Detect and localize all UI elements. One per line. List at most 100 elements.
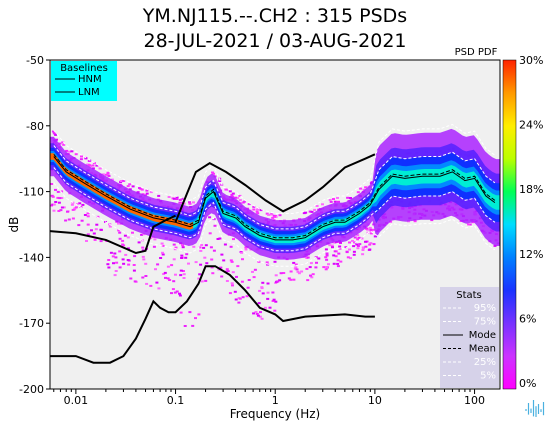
pdf-cell [121,239,125,242]
pdf-cell [344,246,348,249]
pdf-cell [62,143,66,146]
pdf-cell [181,270,185,272]
pdf-cell [65,149,69,152]
pdf-cell [62,206,66,209]
pdf-cell [359,187,363,190]
pdf-cell [74,206,78,209]
pdf-cell [314,266,318,269]
pdf-cell [124,253,128,256]
pdf-cell [91,167,95,170]
pdf-cell [180,197,184,200]
pdf-cell [252,312,256,315]
pdf-cell [51,195,55,198]
colorbar-tick-label: 30% [519,54,543,67]
pdf-cell [145,189,149,192]
pdf-cell [95,223,99,226]
pdf-cell [144,262,148,265]
pdf-cell [279,272,283,275]
pdf-cell [118,266,122,269]
colorbar-tick-label: 12% [519,248,543,261]
pdf-cell [230,195,234,198]
y-tick-label: -200 [19,383,44,396]
pdf-cell [211,272,215,275]
pdf-cell [57,210,61,212]
series-hnm-line [174,153,376,223]
pdf-cell [131,185,135,188]
pdf-cell [86,212,90,215]
pdf-cell [338,248,342,250]
pdf-cell [225,268,229,271]
pdf-cell [366,228,370,231]
series-lnm-line [50,265,375,364]
pdf-cell [153,238,157,241]
pdf-cell [188,202,192,205]
pdf-cell [93,238,97,241]
pdf-cell [325,254,329,257]
pdf-cell [57,201,61,204]
pdf-cell [332,262,336,265]
x-tick-label: 0.01 [64,394,89,407]
pdf-cell [52,203,56,206]
pdf-cell [352,245,356,248]
pdf-cell [364,227,368,230]
y-tick-label: -110 [19,186,44,199]
pdf-cell [233,196,237,199]
pdf-cell [145,192,149,195]
pdf-cell [141,193,145,196]
pdf-cell [81,203,85,206]
pdf-cell [295,268,299,271]
pdf-cell [430,219,434,222]
pdf-cell [208,216,212,219]
x-tick-label: 100 [464,394,485,407]
pdf-cell [305,267,309,270]
pdf-cell [192,245,196,248]
pdf-cell [268,306,272,309]
pdf-cell [127,263,131,266]
pdf-cell [84,157,88,160]
pdf-cell [266,297,270,300]
pdf-cell [199,263,203,266]
pdf-cell [60,190,64,193]
pdf-cell [194,317,197,320]
pdf-cell [185,253,189,256]
pdf-cell [336,265,340,268]
pdf-cell [353,236,357,239]
pdf-cell [162,273,166,275]
stat-75-line [53,145,496,230]
pdf-cell [106,171,110,174]
pdf-cell [55,138,58,141]
pdf-cell [129,277,133,280]
colorbar-tick-label: 0% [519,377,536,390]
pdf-cell [85,240,88,242]
pdf-cell [126,185,130,188]
stats-legend-title: Stats [456,290,482,301]
pdf-cell [364,245,368,248]
pdf-cell [292,278,296,281]
pdf-cell [331,246,334,249]
pdf-cell [315,261,318,264]
pdf-cell [187,262,190,265]
pdf-cell [91,164,95,167]
pdf-cell [66,210,69,213]
pdf-cell [87,164,91,167]
pdf-cell [274,215,278,218]
colorbar-tick-label: 6% [519,312,536,325]
pdf-cell [339,260,343,263]
pdf-cell [180,254,184,257]
pdf-cell [210,266,214,269]
pdf-cell [95,164,99,167]
pdf-cell [140,233,144,236]
pdf-cell [236,196,240,199]
baselines-legend-box [51,61,117,101]
pdf-cell [205,262,209,265]
colorbar [502,59,517,390]
pdf-cell [160,242,164,245]
pdf-cell [369,228,373,231]
pdf-cell [330,244,334,247]
pdf-cell [99,228,103,231]
chart-title: YM.NJ115.--.CH2 : 315 PSDs [142,5,408,27]
pdf-cell [161,251,164,254]
pdf-cell [56,196,60,199]
pdf-cell [172,197,176,200]
